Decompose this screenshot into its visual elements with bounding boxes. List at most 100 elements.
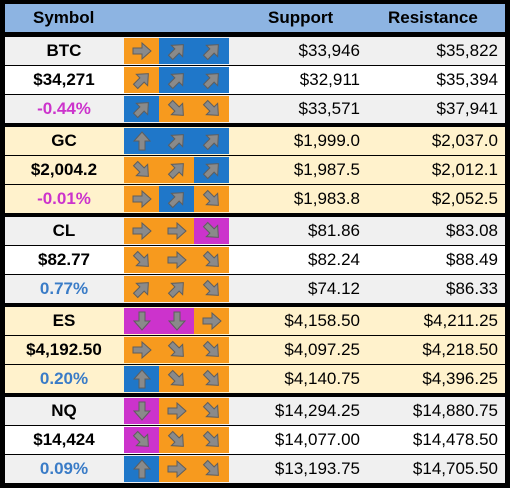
symbol-name: BTC (46, 41, 82, 60)
trend-arrow-down-right-icon (194, 186, 229, 212)
trend-arrow-up-right-icon (159, 38, 194, 64)
trend-arrow-up-right-icon (124, 67, 159, 93)
symbol-change: 0.09% (39, 459, 89, 478)
trend-arrow-up-right-icon (124, 276, 159, 302)
table-row: $34,271 $32,911 $35,394 (5, 66, 505, 94)
support-value: $1,983.8 (293, 189, 360, 208)
symbol-change: 0.20% (39, 369, 89, 388)
trend-arrow-down-right-icon (194, 398, 229, 424)
symbol-group: ES $4,158.50 $4,211.25 $4,192.50 $4,097.25 $4… (5, 307, 505, 394)
trend-arrow-up-right-icon (159, 67, 194, 93)
table-row: CL $81.86 $83.08 (5, 217, 505, 245)
symbol-price: $82.77 (38, 250, 90, 269)
trend-arrow-down-icon (124, 308, 159, 334)
symbol-price: $4,192.50 (26, 340, 102, 359)
trend-arrow-down-icon (159, 308, 194, 334)
trend-arrow-right-icon (194, 308, 229, 334)
trend-arrow-down-right-icon (194, 247, 229, 273)
trend-arrow-down-right-icon (159, 366, 194, 392)
symbol-name: GC (51, 131, 77, 150)
table-row: GC $1,999.0 $2,037.0 (5, 127, 505, 155)
table-row: -0.01% $1,983.8 $2,052.5 (5, 185, 505, 213)
table-row: ES $4,158.50 $4,211.25 (5, 307, 505, 335)
trend-arrow-up-right-icon (124, 96, 159, 122)
trend-arrow-right-icon (124, 337, 159, 363)
support-value: $14,294.25 (274, 401, 360, 420)
support-value: $33,946 (298, 41, 360, 60)
support-value: $82.24 (308, 250, 360, 269)
trend-arrow-down-right-icon (194, 427, 229, 453)
symbol-group: NQ $14,294.25 $14,880.75 $14,424 $14,077.00 $… (5, 397, 505, 484)
support-value: $1,987.5 (293, 160, 360, 179)
trend-arrow-up-right-icon (159, 157, 194, 183)
table-row: NQ $14,294.25 $14,880.75 (5, 397, 505, 425)
symbol-name: NQ (51, 401, 77, 420)
trend-arrow-right-icon (159, 218, 194, 244)
resistance-value: $35,822 (436, 41, 498, 60)
support-value: $4,097.25 (284, 340, 360, 359)
trend-arrow-up-right-icon (159, 128, 194, 154)
resistance-value: $86.33 (446, 279, 498, 298)
table-row: $4,192.50 $4,097.25 $4,218.50 (5, 336, 505, 364)
trend-arrow-down-right-icon (194, 456, 229, 482)
symbol-group: BTC $33,946 $35,822 $34,271 $32,911 $35,394 -0… (5, 37, 505, 124)
support-value: $14,077.00 (274, 430, 360, 449)
trend-arrow-down-right-icon (124, 157, 159, 183)
trend-arrow-up-right-icon (159, 186, 194, 212)
trend-arrow-right-icon (159, 398, 194, 424)
trend-arrow-down-right-icon (194, 218, 229, 244)
symbol-change: 0.77% (39, 279, 89, 298)
table-row: 0.77% $74.12 $86.33 (5, 275, 505, 303)
table-row: $2,004.2 $1,987.5 $2,012.1 (5, 156, 505, 184)
table-row: $82.77 $82.24 $88.49 (5, 246, 505, 274)
symbol-price: $14,424 (33, 430, 95, 449)
resistance-value: $83.08 (446, 221, 498, 240)
table-row: $14,424 $14,077.00 $14,478.50 (5, 426, 505, 454)
trend-arrow-up-right-icon (194, 157, 229, 183)
trend-arrow-up-right-icon (194, 67, 229, 93)
trend-arrow-up-icon (124, 128, 159, 154)
symbol-change: -0.44% (37, 99, 91, 118)
symbol-group: GC $1,999.0 $2,037.0 $2,004.2 $1,987.5 $2,012… (5, 127, 505, 214)
trend-arrow-down-right-icon (194, 96, 229, 122)
trend-arrow-down-right-icon (159, 427, 194, 453)
table-row: -0.44% $33,571 $37,941 (5, 95, 505, 123)
symbol-price: $34,271 (33, 70, 95, 89)
support-value: $33,571 (298, 99, 360, 118)
resistance-value: $4,218.50 (422, 340, 498, 359)
trend-arrow-right-icon (159, 456, 194, 482)
support-value: $1,999.0 (293, 131, 360, 150)
resistance-value: $2,052.5 (431, 189, 498, 208)
trend-arrow-down-right-icon (124, 427, 159, 453)
trend-arrow-right-icon (124, 186, 159, 212)
trend-arrow-down-icon (124, 398, 159, 424)
trend-arrow-down-right-icon (159, 96, 194, 122)
support-value: $13,193.75 (274, 459, 360, 478)
table-row: 0.09% $13,193.75 $14,705.50 (5, 455, 505, 483)
header-resistance: Resistance (388, 8, 478, 27)
header-symbol: Symbol (33, 8, 95, 27)
trend-arrow-down-right-icon (194, 276, 229, 302)
trend-arrow-right-icon (124, 38, 159, 64)
table-row: BTC $33,946 $35,822 (5, 37, 505, 65)
header-support: Support (268, 8, 334, 27)
support-value: $4,140.75 (284, 369, 360, 388)
support-value: $81.86 (308, 221, 360, 240)
resistance-value: $14,880.75 (412, 401, 498, 420)
symbol-price: $2,004.2 (30, 160, 98, 179)
trend-arrow-down-right-icon (124, 247, 159, 273)
trend-arrow-up-right-icon (194, 38, 229, 64)
trend-arrow-right-icon (124, 218, 159, 244)
table-header: Symbol Support Resistance (5, 4, 505, 32)
resistance-value: $2,012.1 (431, 160, 498, 179)
trend-arrow-up-icon (124, 366, 159, 392)
resistance-value: $4,396.25 (422, 369, 498, 388)
symbol-change: -0.01% (37, 189, 91, 208)
resistance-value: $2,037.0 (431, 131, 498, 150)
trend-arrow-right-icon (159, 247, 194, 273)
resistance-value: $14,705.50 (412, 459, 498, 478)
resistance-value: $14,478.50 (412, 430, 498, 449)
trend-arrow-up-right-icon (194, 128, 229, 154)
symbol-name: CL (52, 221, 76, 240)
resistance-value: $4,211.25 (423, 311, 498, 330)
